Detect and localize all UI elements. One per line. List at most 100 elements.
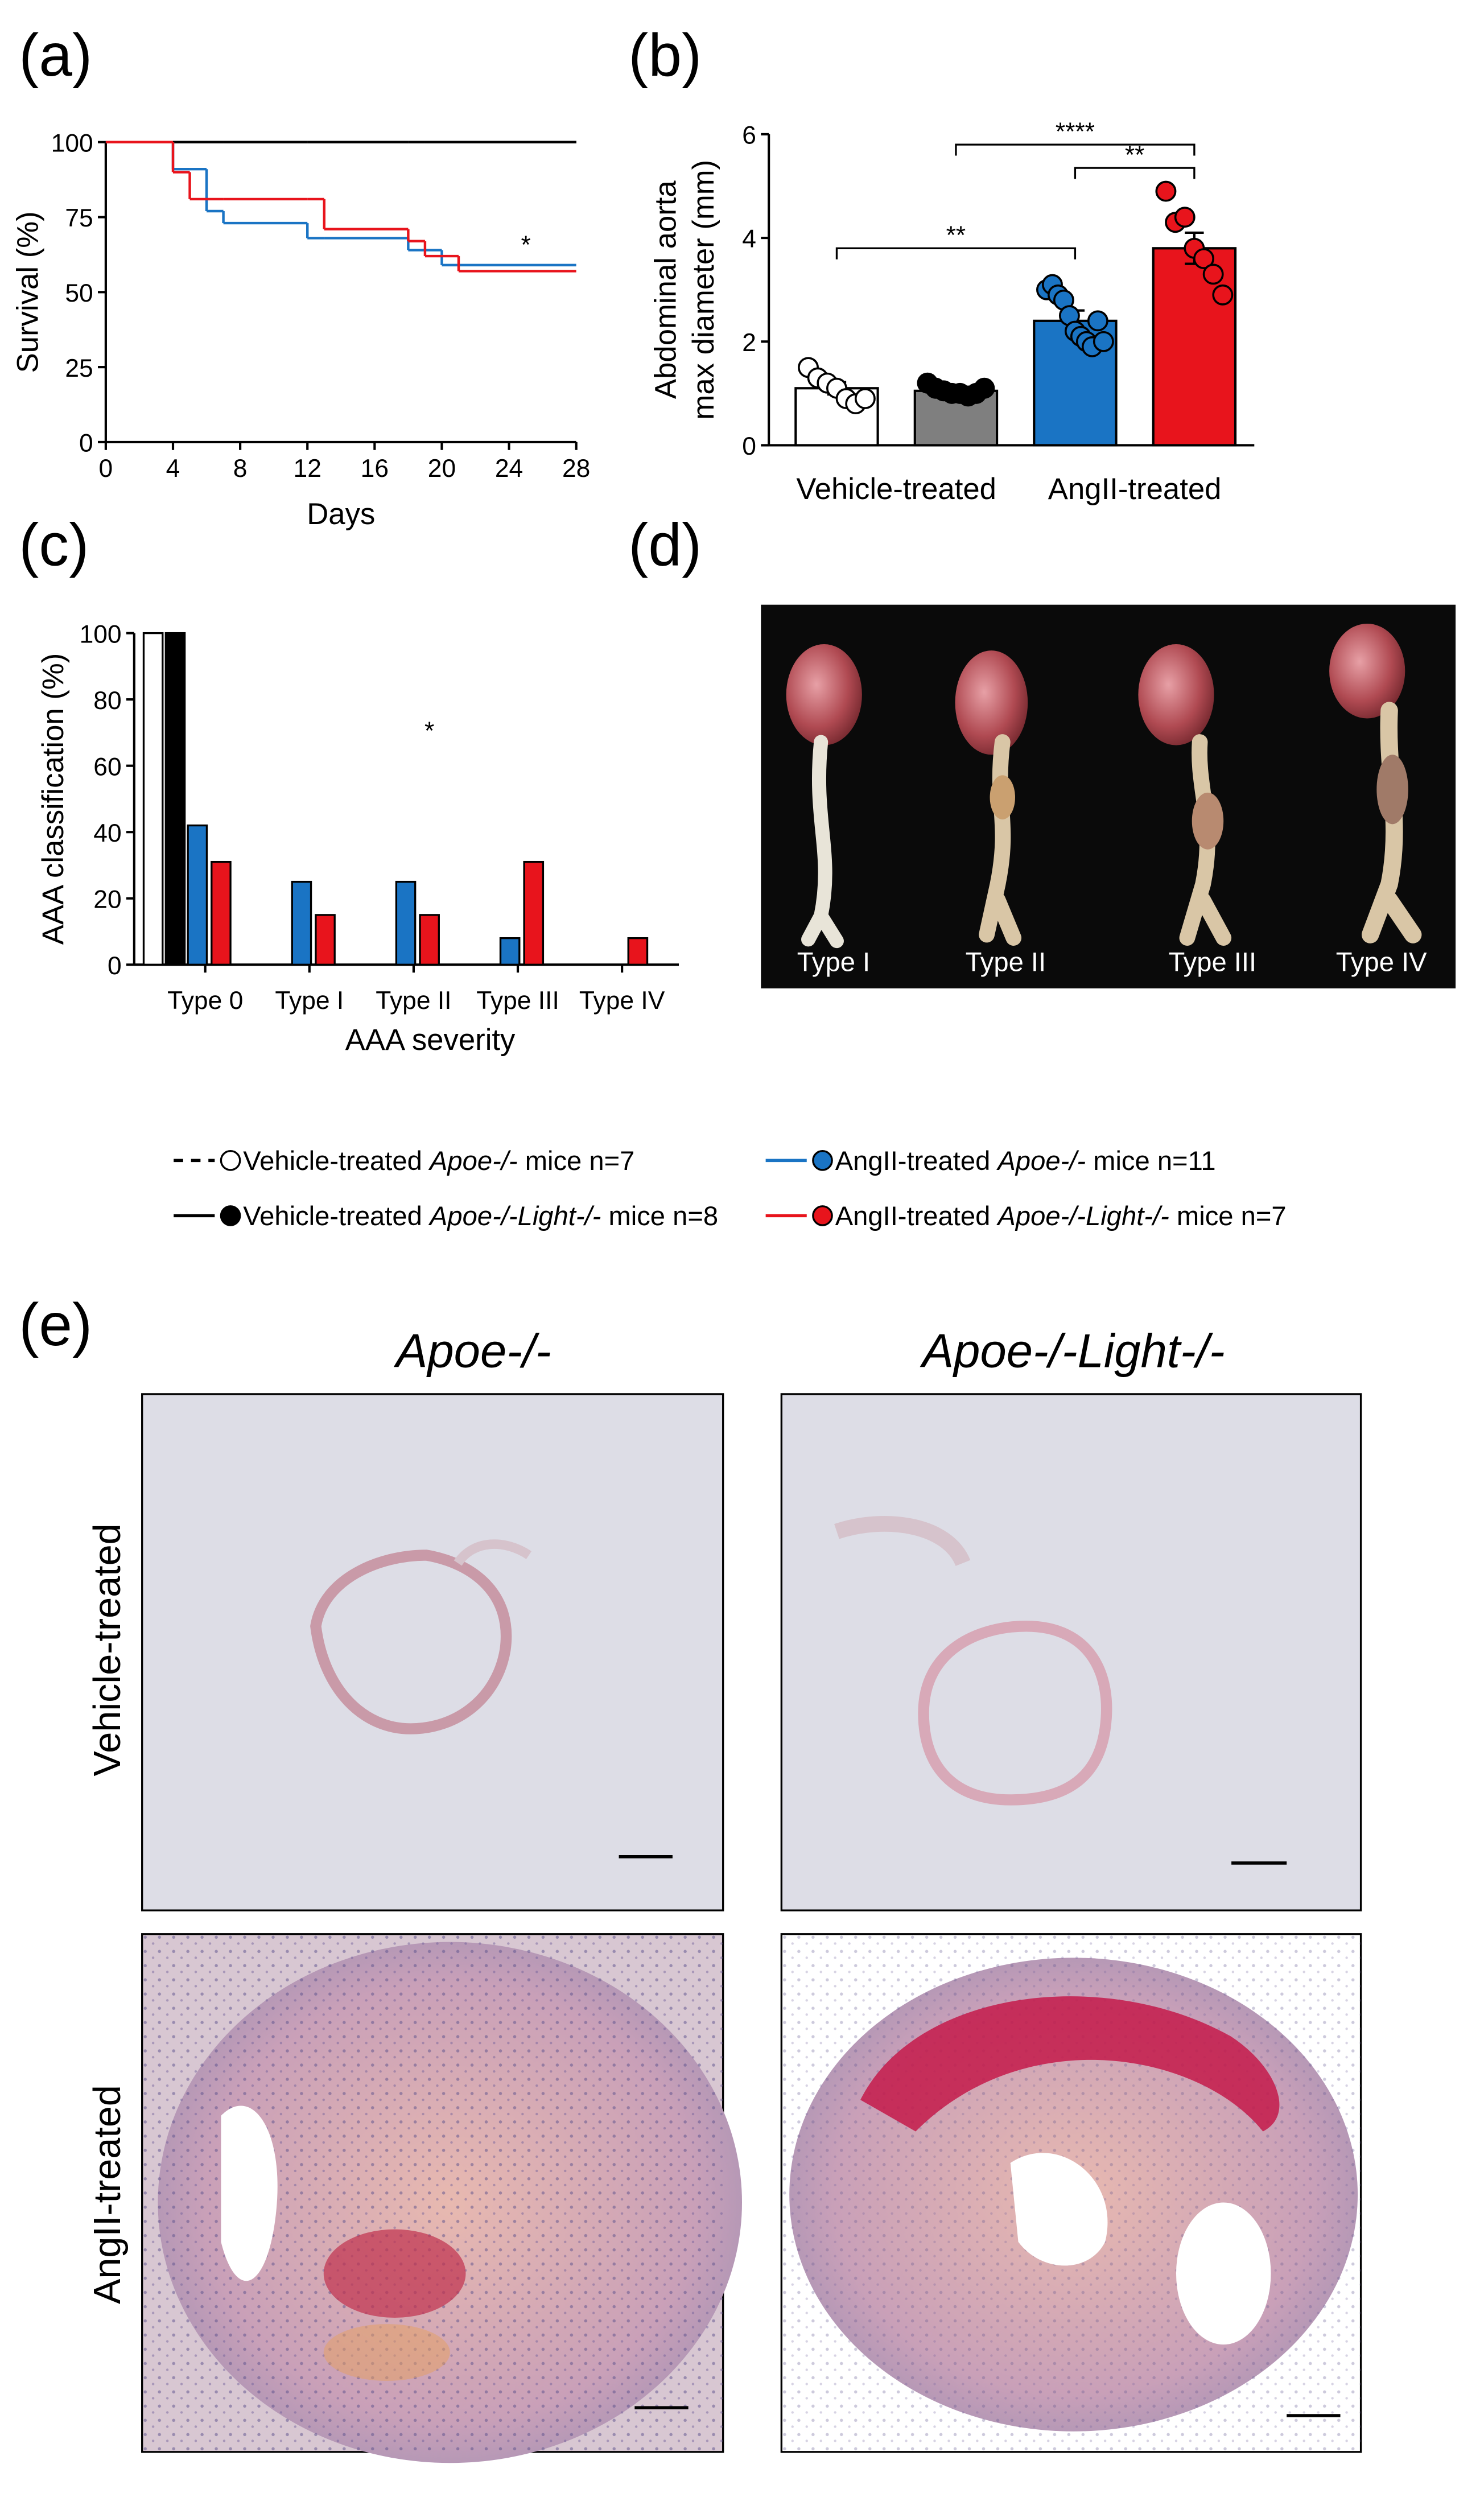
legend-text: AngII-treated [835,1145,998,1176]
x-tick-label: Type II [376,987,451,1015]
micrograph [141,1393,724,1911]
data-point [1212,284,1234,306]
photo-label: Type III [1168,946,1256,976]
bar [419,914,440,966]
legend-text: mice n=7 [518,1145,635,1176]
y-tick-label: 6 [742,122,756,150]
legend-text: Vehicle-treated [243,1201,430,1231]
x-tick-label: 0 [99,455,113,483]
legend-entry: Vehicle-treated Apoe-/-Light-/- mice n=8 [174,1201,718,1231]
legend-marker [220,1205,241,1226]
annotation: * [521,231,530,259]
significance-label: ** [1125,141,1145,169]
legend-text: Apoe-/- [996,1145,1086,1176]
hemorrhage [860,1996,1280,2132]
legend-label: Vehicle-treated Apoe-/-Light-/- mice n=8 [243,1201,718,1231]
lumen [1176,2202,1271,2345]
x-axis-label: Days [307,497,375,531]
x-tick-label: Type I [275,987,344,1015]
data-point [1174,207,1196,228]
x-tick-label: 16 [361,455,389,483]
tissue [454,1539,532,1566]
panel-label: (e) [19,1292,92,1358]
vessel-ring [310,1550,512,1734]
aorta-photo [761,604,1456,988]
significance-bracket [835,247,1077,259]
x-axis-label: AAA severity [345,1023,516,1057]
x-tick-label: 12 [294,455,321,483]
x-tick-label: 24 [495,455,523,483]
photo-label: Type I [797,946,870,976]
x-tick-label: 28 [562,455,590,483]
column-header: Apoe-/- [393,1325,551,1378]
group-label: AngII-treated [1048,472,1222,506]
bar [187,824,208,966]
photo-label: Type II [966,946,1046,976]
specimen [786,644,862,949]
panel-label: (c) [19,512,89,578]
legend-text: Apoe-/- [428,1145,518,1176]
y-tick-label: 0 [742,432,756,460]
legend-label: Vehicle-treated Apoe-/- mice n=7 [243,1145,634,1176]
significance-label: **** [1056,118,1095,146]
y-tick-label: 100 [80,620,122,648]
legend-label: AngII-treated Apoe-/- mice n=11 [835,1145,1216,1176]
legend-text: mice n=7 [1169,1201,1287,1231]
vessel-ring [918,1621,1112,1806]
bar [142,632,164,966]
legend-text: mice n=8 [601,1201,718,1231]
bar [523,860,545,966]
bar [1152,247,1237,447]
legend-text: AngII-treated [835,1201,998,1231]
legend-text: Apoe-/-Light-/- [428,1201,601,1231]
data-point [1155,180,1177,202]
bar [291,880,312,966]
y-tick-label: 25 [65,355,93,382]
bar [211,860,232,966]
y-axis-label: Abdominal aorta [649,180,682,399]
panel-label: (b) [628,22,702,89]
legend-text: Apoe-/-Light-/- [996,1201,1169,1231]
group-label: Vehicle-treated [796,472,996,506]
x-tick-label: Type IV [579,987,665,1015]
specimen [955,650,1028,946]
y-tick-label: 4 [742,225,756,253]
legend-entry: AngII-treated Apoe-/-Light-/- mice n=7 [765,1201,1287,1231]
y-tick-label: 80 [93,687,121,715]
y-tick-label: 20 [93,885,121,913]
specimen [1138,644,1232,946]
y-tick-label: 60 [93,753,121,781]
bar [315,914,336,966]
y-axis-label: max diameter (mm) [687,160,720,420]
row-header: AngII-treated [86,2085,129,2304]
hemorrhage [323,2229,466,2318]
legend-entry: Vehicle-treated Apoe-/- mice n=7 [174,1145,634,1176]
bar [499,937,521,966]
y-tick-label: 0 [108,952,122,980]
legend-marker [812,1205,833,1226]
specimen [1329,623,1422,943]
legend-marker [220,1149,241,1171]
y-axis-label: AAA classification (%) [36,653,70,945]
legend-text: Vehicle-treated [243,1145,430,1176]
x-tick-label: 8 [233,455,248,483]
bar [164,632,186,966]
y-tick-label: 0 [79,430,93,458]
data-point [1087,310,1108,332]
legend-text: mice n=11 [1086,1145,1215,1176]
data-point [1093,331,1114,352]
tissue [834,1516,971,1567]
panel-label: (a) [19,22,92,89]
y-axis-label: Survival (%) [11,211,45,373]
x-tick-label: 4 [166,455,180,483]
histology: Apoe-/- Apoe-/-Light-/- Vehicle-treated … [86,1325,1362,2463]
significance-label: ** [946,221,966,249]
bar [627,937,649,966]
row-header: Vehicle-treated [86,1523,129,1776]
photo-label: Type IV [1336,946,1427,976]
x-tick-label: 20 [428,455,456,483]
lumen [1010,2153,1108,2266]
